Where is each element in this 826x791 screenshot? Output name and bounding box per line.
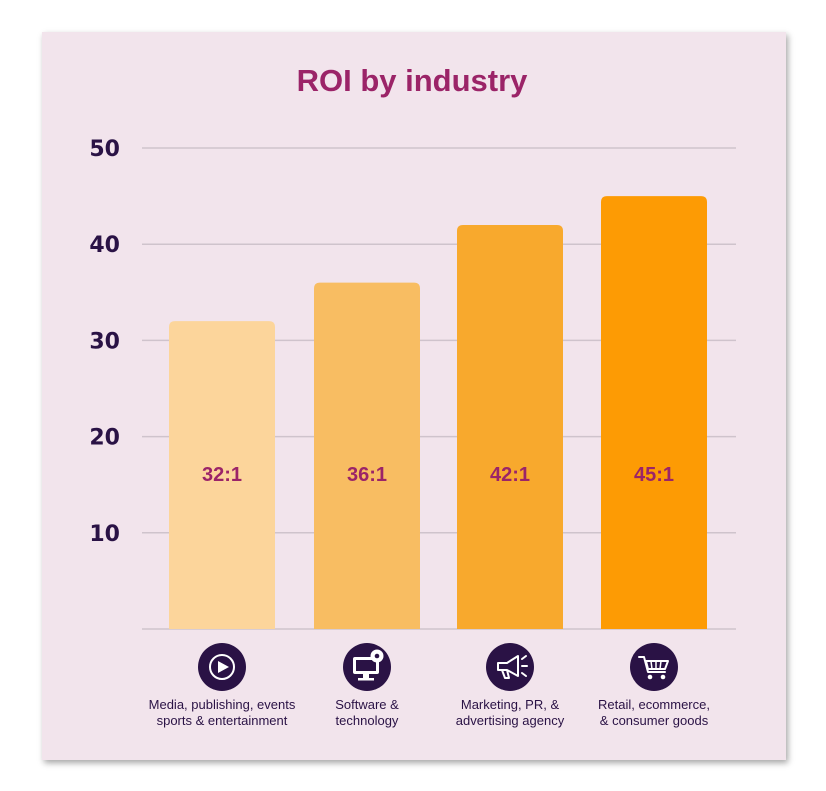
bar xyxy=(314,282,420,629)
x-category-label: Media, publishing, events xyxy=(149,697,296,712)
x-category-label: Retail, ecommerce, xyxy=(598,697,710,712)
monitor-gear-icon xyxy=(343,643,391,691)
shopping-cart-icon xyxy=(630,643,678,691)
category-icons xyxy=(198,643,678,691)
x-category-label: technology xyxy=(336,713,399,728)
y-tick-label: 40 xyxy=(89,233,120,258)
bar-data-label: 45:1 xyxy=(634,464,674,486)
bars: 32:1 36:1 42:1 45:1 xyxy=(169,196,707,629)
bar-data-label: 32:1 xyxy=(202,464,242,486)
x-category-label: sports & entertainment xyxy=(157,713,288,728)
play-icon xyxy=(198,643,246,691)
chart-title: ROI by industry xyxy=(297,63,529,98)
y-tick-label: 10 xyxy=(89,522,120,547)
bar-data-label: 36:1 xyxy=(347,464,387,486)
y-tick-label: 30 xyxy=(89,329,120,354)
bar xyxy=(457,224,563,629)
x-category-label: Software & xyxy=(335,697,399,712)
bar xyxy=(601,196,707,629)
y-tick-label: 20 xyxy=(89,426,120,451)
x-category-label: Marketing, PR, & xyxy=(461,697,560,712)
x-category-label: advertising agency xyxy=(456,713,565,728)
y-axis-ticks: 10 20 30 40 50 xyxy=(89,137,120,547)
y-tick-label: 50 xyxy=(89,137,120,162)
bar xyxy=(169,321,275,629)
x-category-label: & consumer goods xyxy=(600,713,709,728)
bar-data-label: 42:1 xyxy=(490,464,530,486)
megaphone-icon xyxy=(486,643,534,691)
